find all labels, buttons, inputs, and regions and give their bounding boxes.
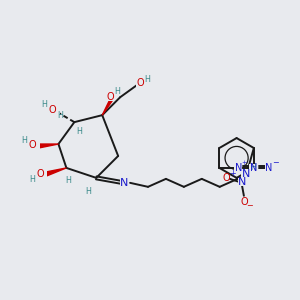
Text: N: N xyxy=(250,163,257,173)
Bar xyxy=(26,140,40,149)
Text: H: H xyxy=(85,187,91,196)
Text: H: H xyxy=(22,136,28,145)
Bar xyxy=(101,92,115,101)
Text: H: H xyxy=(30,176,35,184)
Text: H: H xyxy=(58,111,63,120)
Bar xyxy=(249,164,257,172)
Text: N: N xyxy=(266,163,273,173)
Bar xyxy=(241,169,253,179)
Text: −: − xyxy=(272,158,278,167)
Text: O: O xyxy=(49,105,56,115)
Text: H: H xyxy=(65,176,71,185)
Bar xyxy=(34,169,47,178)
Text: O: O xyxy=(106,92,114,102)
Text: H: H xyxy=(144,75,150,84)
Text: H: H xyxy=(76,127,82,136)
Bar xyxy=(238,178,246,186)
Text: O: O xyxy=(222,173,230,183)
Bar xyxy=(234,164,242,172)
Text: H: H xyxy=(114,87,120,96)
Text: H: H xyxy=(42,100,47,109)
Text: O: O xyxy=(240,197,248,207)
Text: O: O xyxy=(37,169,44,179)
Bar xyxy=(265,164,273,172)
Text: N: N xyxy=(120,178,128,188)
Bar xyxy=(136,79,146,87)
Text: N: N xyxy=(235,163,242,173)
Text: N: N xyxy=(242,169,251,179)
Polygon shape xyxy=(46,168,66,176)
Text: −: − xyxy=(247,201,253,210)
Text: H: H xyxy=(250,164,256,172)
Bar xyxy=(120,179,128,187)
Text: N: N xyxy=(238,177,246,187)
Polygon shape xyxy=(38,144,58,148)
Text: +: + xyxy=(230,169,236,178)
Text: O: O xyxy=(136,78,144,88)
Text: +: + xyxy=(242,160,247,166)
Polygon shape xyxy=(102,98,113,115)
Text: O: O xyxy=(29,140,36,150)
Bar xyxy=(44,106,60,115)
